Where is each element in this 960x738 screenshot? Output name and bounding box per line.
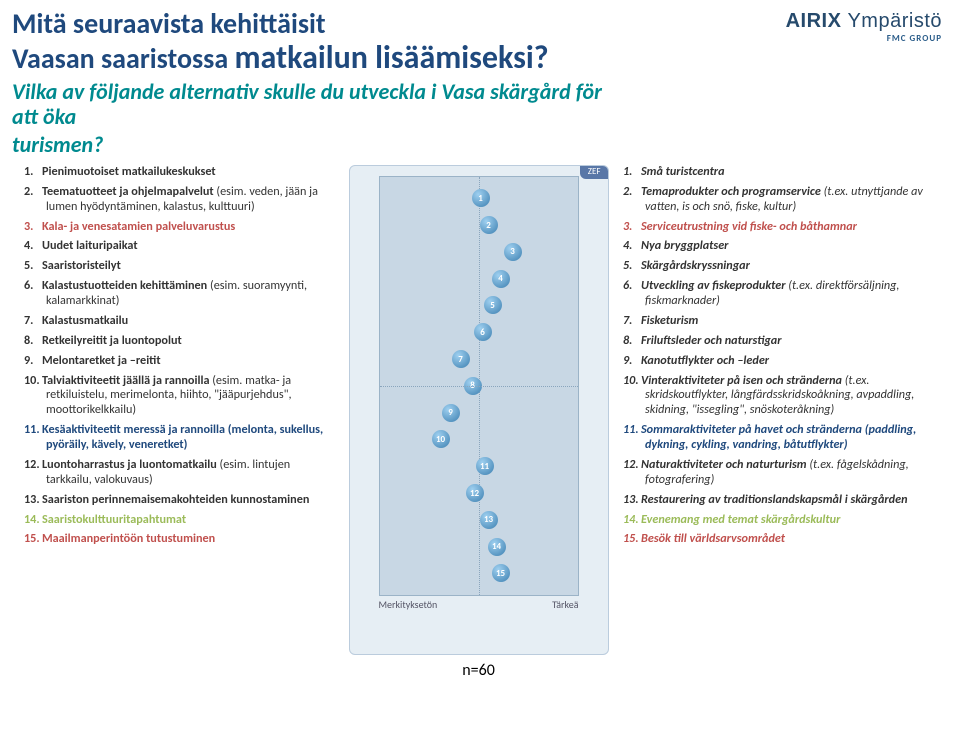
list-item: 10.Vinteraktiviteter på isen och strände… xyxy=(623,374,933,419)
list-item: 1.Små turistcentra xyxy=(623,165,933,180)
n-label: n=60 xyxy=(462,661,495,680)
axis-labels: Merkityksetön Tärkeä xyxy=(379,598,579,611)
list-item: 2.Teematuotteet ja ohjelmapalvelut (esim… xyxy=(24,185,334,215)
subtitle-1: Vilka av följande alternativ skulle du u… xyxy=(12,79,632,130)
left-column: 1.Pienimuotoiset matkailukeskukset 2.Teem… xyxy=(24,165,334,680)
list-item: 15.Maailmanperintöön tutustuminen xyxy=(24,532,334,547)
list-item: 6.Kalastustuotteiden kehittäminen (esim.… xyxy=(24,279,334,309)
list-item: 14.Saaristokulttuuritapahtumat xyxy=(24,513,334,528)
chart-column: ZEF 123456789101112131415 Merkityksetön … xyxy=(346,165,611,680)
chart-marker: 15 xyxy=(492,564,510,582)
subtitle-2: turismen? xyxy=(12,132,632,157)
list-item: 3.Serviceutrustning vid fiske- och båtha… xyxy=(623,220,933,235)
right-column: 1.Små turistcentra 2.Temaprodukter och pr… xyxy=(623,165,933,680)
chart-marker: 5 xyxy=(484,296,502,314)
chart-marker: 11 xyxy=(476,457,494,475)
zef-badge: ZEF xyxy=(580,165,609,179)
list-item: 12.Naturaktiviteter och naturturism (t.e… xyxy=(623,458,933,488)
list-item: 13.Saariston perinnemaisemakohteiden kun… xyxy=(24,493,334,508)
chart-inner: 123456789101112131415 xyxy=(379,176,579,596)
chart-marker: 8 xyxy=(464,377,482,395)
axis-left: Merkityksetön xyxy=(379,598,438,611)
axis-right: Tärkeä xyxy=(552,598,578,611)
list-item: 1.Pienimuotoiset matkailukeskukset xyxy=(24,165,334,180)
list-item: 8.Friluftsleder och naturstigar xyxy=(623,334,933,349)
list-item: 14.Evenemang med temat skärgårdskultur xyxy=(623,513,933,528)
chart-panel: ZEF 123456789101112131415 Merkityksetön … xyxy=(349,165,609,655)
chart-marker: 3 xyxy=(504,243,522,261)
chart-marker: 10 xyxy=(432,430,450,448)
list-item: 6.Utveckling av fiskeprodukter (t.ex. di… xyxy=(623,279,933,309)
list-item: 3.Kala- ja venesatamien palveluvarustus xyxy=(24,220,334,235)
list-item: 11.Sommaraktiviteter på havet och stränd… xyxy=(623,423,933,453)
list-item: 4.Uudet laituripaikat xyxy=(24,239,334,254)
chart-marker: 4 xyxy=(492,270,510,288)
list-item: 7.Kalastusmatkailu xyxy=(24,314,334,329)
list-item: 5.Saaristoristeilyt xyxy=(24,259,334,274)
chart-marker: 2 xyxy=(480,216,498,234)
chart-marker: 7 xyxy=(452,350,470,368)
chart-marker: 9 xyxy=(442,404,460,422)
list-item: 2.Temaprodukter och programservice (t.ex… xyxy=(623,185,933,215)
chart-marker: 1 xyxy=(472,189,490,207)
list-item: 9.Melontaretket ja –reitit xyxy=(24,354,334,369)
title-line-2: Vaasan saaristossa matkailun lisäämiseks… xyxy=(12,40,632,77)
chart-marker: 12 xyxy=(466,484,484,502)
list-item: 12.Luontoharrastus ja luontomatkailu (es… xyxy=(24,458,334,488)
list-item: 4.Nya bryggplatser xyxy=(623,239,933,254)
logo: AIRIX Ympäristö FMC GROUP xyxy=(786,8,942,44)
title-block: Mitä seuraavista kehittäisit Vaasan saar… xyxy=(12,8,632,157)
list-item: 8.Retkeilyreitit ja luontopolut xyxy=(24,334,334,349)
list-item: 9.Kanotutflykter och –leder xyxy=(623,354,933,369)
list-item: 5.Skärgårdskryssningar xyxy=(623,259,933,274)
chart-marker: 14 xyxy=(488,538,506,556)
chart-marker: 6 xyxy=(474,323,492,341)
title-line-1: Mitä seuraavista kehittäisit xyxy=(12,8,632,40)
chart-marker: 13 xyxy=(480,511,498,529)
list-item: 11.Kesäaktiviteetit meressä ja rannoilla… xyxy=(24,423,334,453)
list-item: 15.Besök till världsarvsområdet xyxy=(623,532,933,547)
list-item: 13.Restaurering av traditionslandskapsmå… xyxy=(623,493,933,508)
list-item: 10.Talviaktiviteetit jäällä ja rannoilla… xyxy=(24,374,334,419)
list-item: 7.Fisketurism xyxy=(623,314,933,329)
